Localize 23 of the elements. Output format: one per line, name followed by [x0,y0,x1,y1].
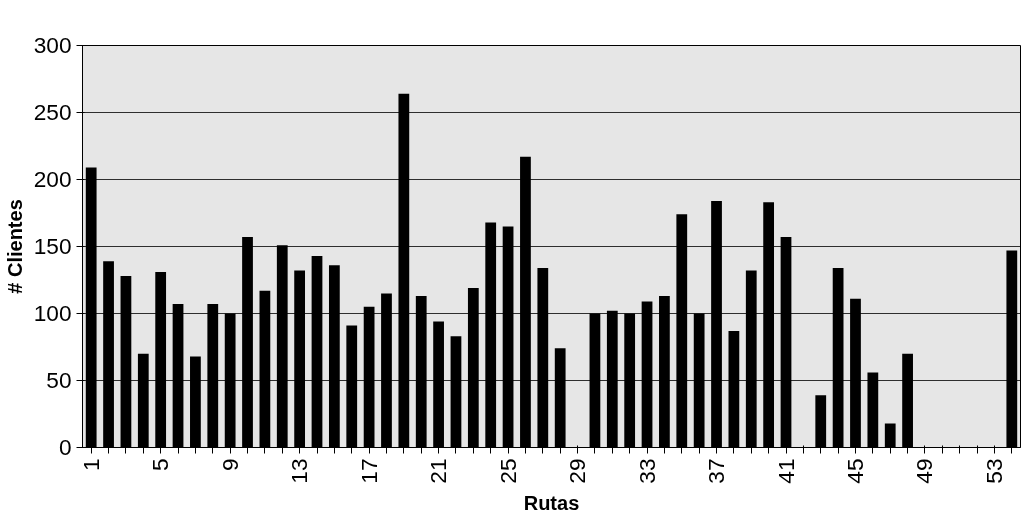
x-tick-label: 33 [633,458,660,484]
x-axis-title: Rutas [523,491,580,514]
y-tick-label: 0 [58,434,72,460]
y-tick-label: 200 [33,166,72,192]
x-tick-label: 45 [841,458,868,484]
y-axis-title: # Clientes [3,199,26,294]
x-tick-label: 17 [355,458,382,484]
x-tick-label: 21 [425,458,452,484]
y-tick-label: 150 [33,233,72,259]
x-tick-label: 37 [703,458,730,484]
y-tick-label: 250 [33,99,72,125]
x-tick-label: 25 [494,458,521,484]
x-tick-label: 41 [772,458,799,484]
x-tick-label: 1 [77,458,104,472]
x-tick-label: 29 [564,458,591,484]
y-tick-label: 300 [33,32,72,58]
x-tick-label: 5 [147,458,174,472]
x-tick-label: 13 [286,458,313,484]
x-tick-label: 9 [216,458,243,472]
x-tick-label: 53 [980,458,1007,484]
y-tick-label: 50 [46,367,72,393]
y-tick-label: 100 [33,300,72,326]
x-tick-label: 49 [911,458,938,484]
